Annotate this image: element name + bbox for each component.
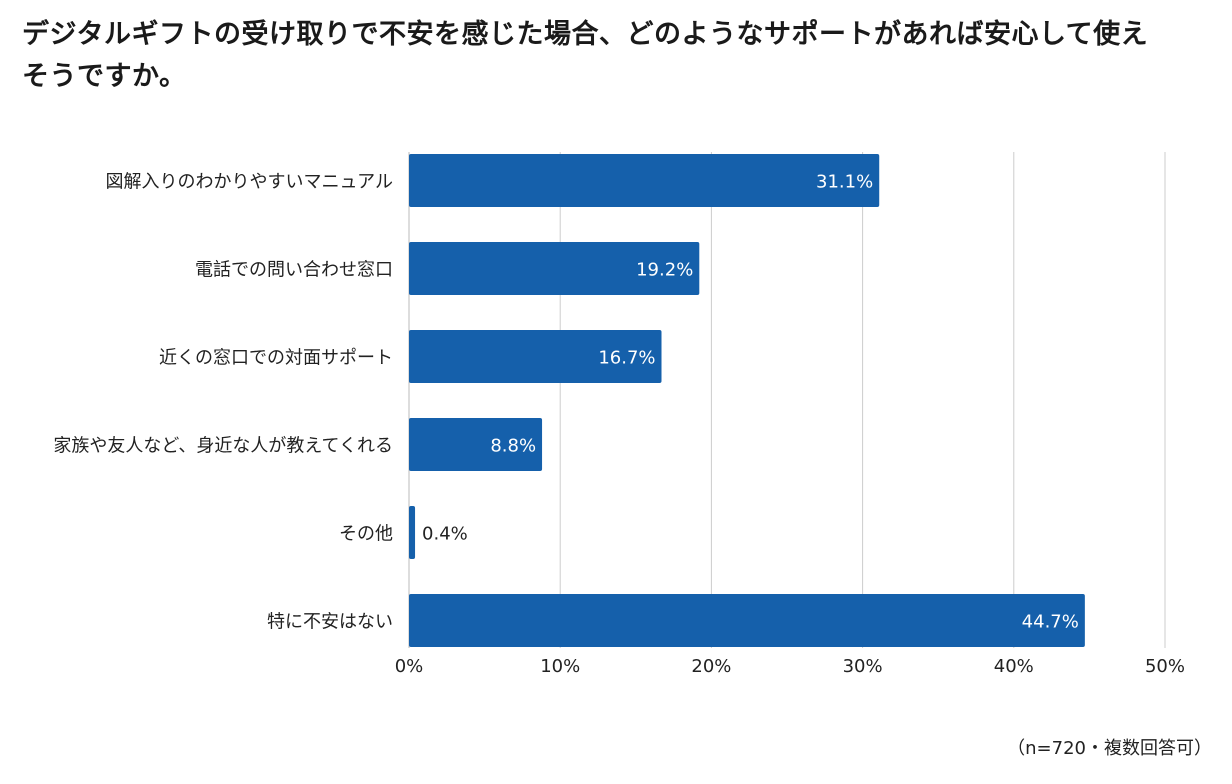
bar <box>409 154 880 207</box>
data-label: 19.2% <box>636 260 693 281</box>
x-tick-label: 0% <box>395 656 424 677</box>
category-labels: 図解入りのわかりやすいマニュアル電話での問い合わせ窓口近くの窓口での対面サポート… <box>53 172 393 633</box>
x-tick-label: 50% <box>1145 656 1185 677</box>
data-label: 31.1% <box>816 172 873 193</box>
category-label: 家族や友人など、身近な人が教えてくれる <box>53 436 393 457</box>
data-label: 16.7% <box>598 348 655 369</box>
x-tick-label: 30% <box>843 656 883 677</box>
x-tick-label: 40% <box>994 656 1034 677</box>
category-label: 電話での問い合わせ窓口 <box>195 260 393 281</box>
data-label: 8.8% <box>490 436 536 457</box>
data-label: 0.4% <box>422 524 468 545</box>
category-label: 図解入りのわかりやすいマニュアル <box>106 172 393 193</box>
bar <box>409 418 543 471</box>
chart-title: デジタルギフトの受け取りで不安を感じた場合、どのようなサポートがあれば安心して使… <box>22 19 1149 92</box>
x-tick-label: 10% <box>540 656 580 677</box>
category-label: 特に不安はない <box>267 612 393 633</box>
x-axis-tick-labels: 0% 10% 20% 30% 40% 50% <box>395 656 1185 677</box>
category-label: 近くの窓口での対面サポート <box>159 348 393 369</box>
bar <box>409 330 662 383</box>
bars <box>409 154 1085 647</box>
bar <box>409 242 700 295</box>
data-label: 44.7% <box>1022 612 1079 633</box>
value-labels: 31.1% 19.2% 16.7% 8.8% 0.4% 44.7% <box>422 172 1079 633</box>
sample-size-note: （n=720・複数回答可） <box>1007 738 1212 759</box>
gridlines <box>408 152 1166 648</box>
x-tick-label: 20% <box>691 656 731 677</box>
category-label: その他 <box>339 524 393 545</box>
bar <box>409 594 1085 647</box>
bar <box>409 506 416 559</box>
